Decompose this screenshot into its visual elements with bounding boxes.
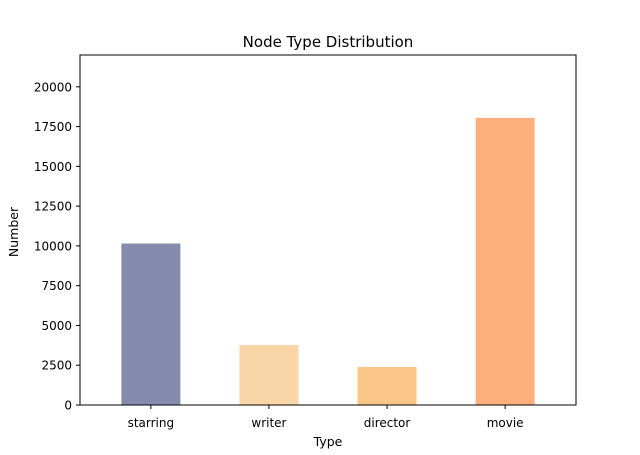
bar-movie [475, 117, 535, 405]
x-tick-label-movie: movie [487, 416, 524, 430]
y-tick-label-20000: 20000 [34, 80, 72, 94]
x-tick-label-director: director [364, 416, 411, 430]
bar-writer [239, 345, 299, 405]
y-tick-label-15000: 15000 [34, 160, 72, 174]
bar-series [121, 117, 535, 405]
y-tick-label-17500: 17500 [34, 120, 72, 134]
x-axis: starring writer director movie [128, 405, 524, 430]
y-tick-label-12500: 12500 [34, 200, 72, 214]
x-axis-label: Type [313, 434, 343, 449]
y-tick-label-5000: 5000 [41, 319, 72, 333]
plot-area [79, 54, 577, 406]
x-tick-label-starring: starring [128, 416, 175, 430]
y-tick-label-0: 0 [64, 399, 72, 413]
y-tick-label-2500: 2500 [41, 359, 72, 373]
y-tick-label-10000: 10000 [34, 239, 72, 253]
y-axis: 0 2500 5000 7500 10000 12500 15000 17500 20000 [34, 80, 80, 413]
x-tick-label-writer: writer [251, 416, 286, 430]
plot-frame [79, 54, 577, 406]
y-axis-label: Number [6, 206, 21, 257]
bar-starring [121, 243, 181, 405]
chart-title: Node Type Distribution [243, 33, 414, 51]
bar-director [357, 366, 417, 405]
y-tick-label-7500: 7500 [41, 279, 72, 293]
